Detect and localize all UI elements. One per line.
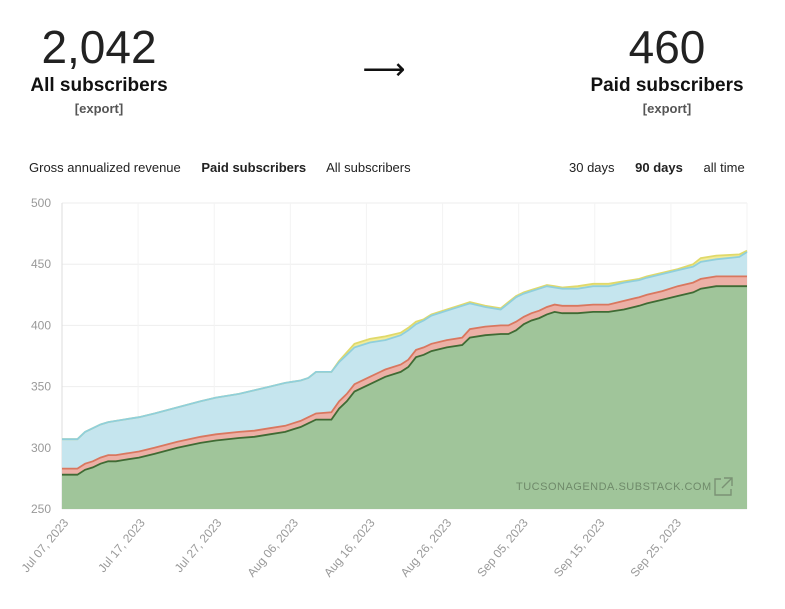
range-tabs: 30 days 90 days all time [569,160,762,175]
tab-30-days[interactable]: 30 days [569,160,615,175]
x-tick-label: Aug 16, 2023 [321,516,378,580]
watermark[interactable]: TUCSONAGENDA.SUBSTACK.COM [516,477,733,496]
chart-areas [62,249,748,509]
y-tick-label: 300 [31,441,51,455]
subscribers-area-chart: 250 300 350 400 450 500 Jul 07, 2023 Jul 17, 2… [19,196,748,580]
x-tick-label: Jul 27, 2023 [172,516,225,575]
x-tick-label: Aug 06, 2023 [244,516,301,580]
x-tick-label: Jul 07, 2023 [19,516,72,575]
paid-subscribers-count: 460 [628,21,706,73]
series-area-0 [62,286,747,509]
metric-tabs: Gross annualized revenue Paid subscriber… [29,160,428,175]
x-tick-label: Sep 15, 2023 [551,516,608,580]
all-subscribers-count: 2,042 [41,21,157,73]
y-tick-label: 350 [31,380,51,394]
y-tick-label: 450 [31,257,51,271]
tab-paid-subscribers[interactable]: Paid subscribers [201,160,307,175]
x-axis: Jul 07, 2023 Jul 17, 2023 Jul 27, 2023 Aug … [19,516,685,580]
y-tick-label: 500 [31,196,51,210]
paid-subscribers-stat: 460 Paid subscribers [export] [584,22,750,116]
external-link-icon [714,477,733,496]
tab-all-time[interactable]: all time [703,160,745,175]
y-tick-label: 400 [31,318,51,332]
all-subscribers-stat: 2,042 All subscribers [export] [14,22,184,116]
arrow-icon: ⟶ [362,53,406,86]
x-tick-label: Aug 26, 2023 [398,516,455,580]
all-subscribers-label: All subscribers [30,75,168,96]
paid-subscribers-label: Paid subscribers [590,75,744,96]
export-all-subscribers-link[interactable]: [export] [74,101,124,116]
x-tick-label: Jul 17, 2023 [95,516,148,575]
x-tick-label: Sep 05, 2023 [474,516,531,580]
series-line-0 [62,285,747,476]
tab-gross-annualized-revenue[interactable]: Gross annualized revenue [29,160,181,175]
y-axis: 250 300 350 400 450 500 [31,196,51,516]
watermark-text: TUCSONAGENDA.SUBSTACK.COM [516,481,712,493]
series-line-2 [62,251,748,441]
tab-all-subscribers[interactable]: All subscribers [326,160,411,175]
tab-90-days[interactable]: 90 days [635,160,683,175]
series-line-1 [62,275,747,470]
export-paid-subscribers-link[interactable]: [export] [642,101,692,116]
y-tick-label: 250 [31,502,51,516]
x-tick-label: Sep 25, 2023 [627,516,684,580]
